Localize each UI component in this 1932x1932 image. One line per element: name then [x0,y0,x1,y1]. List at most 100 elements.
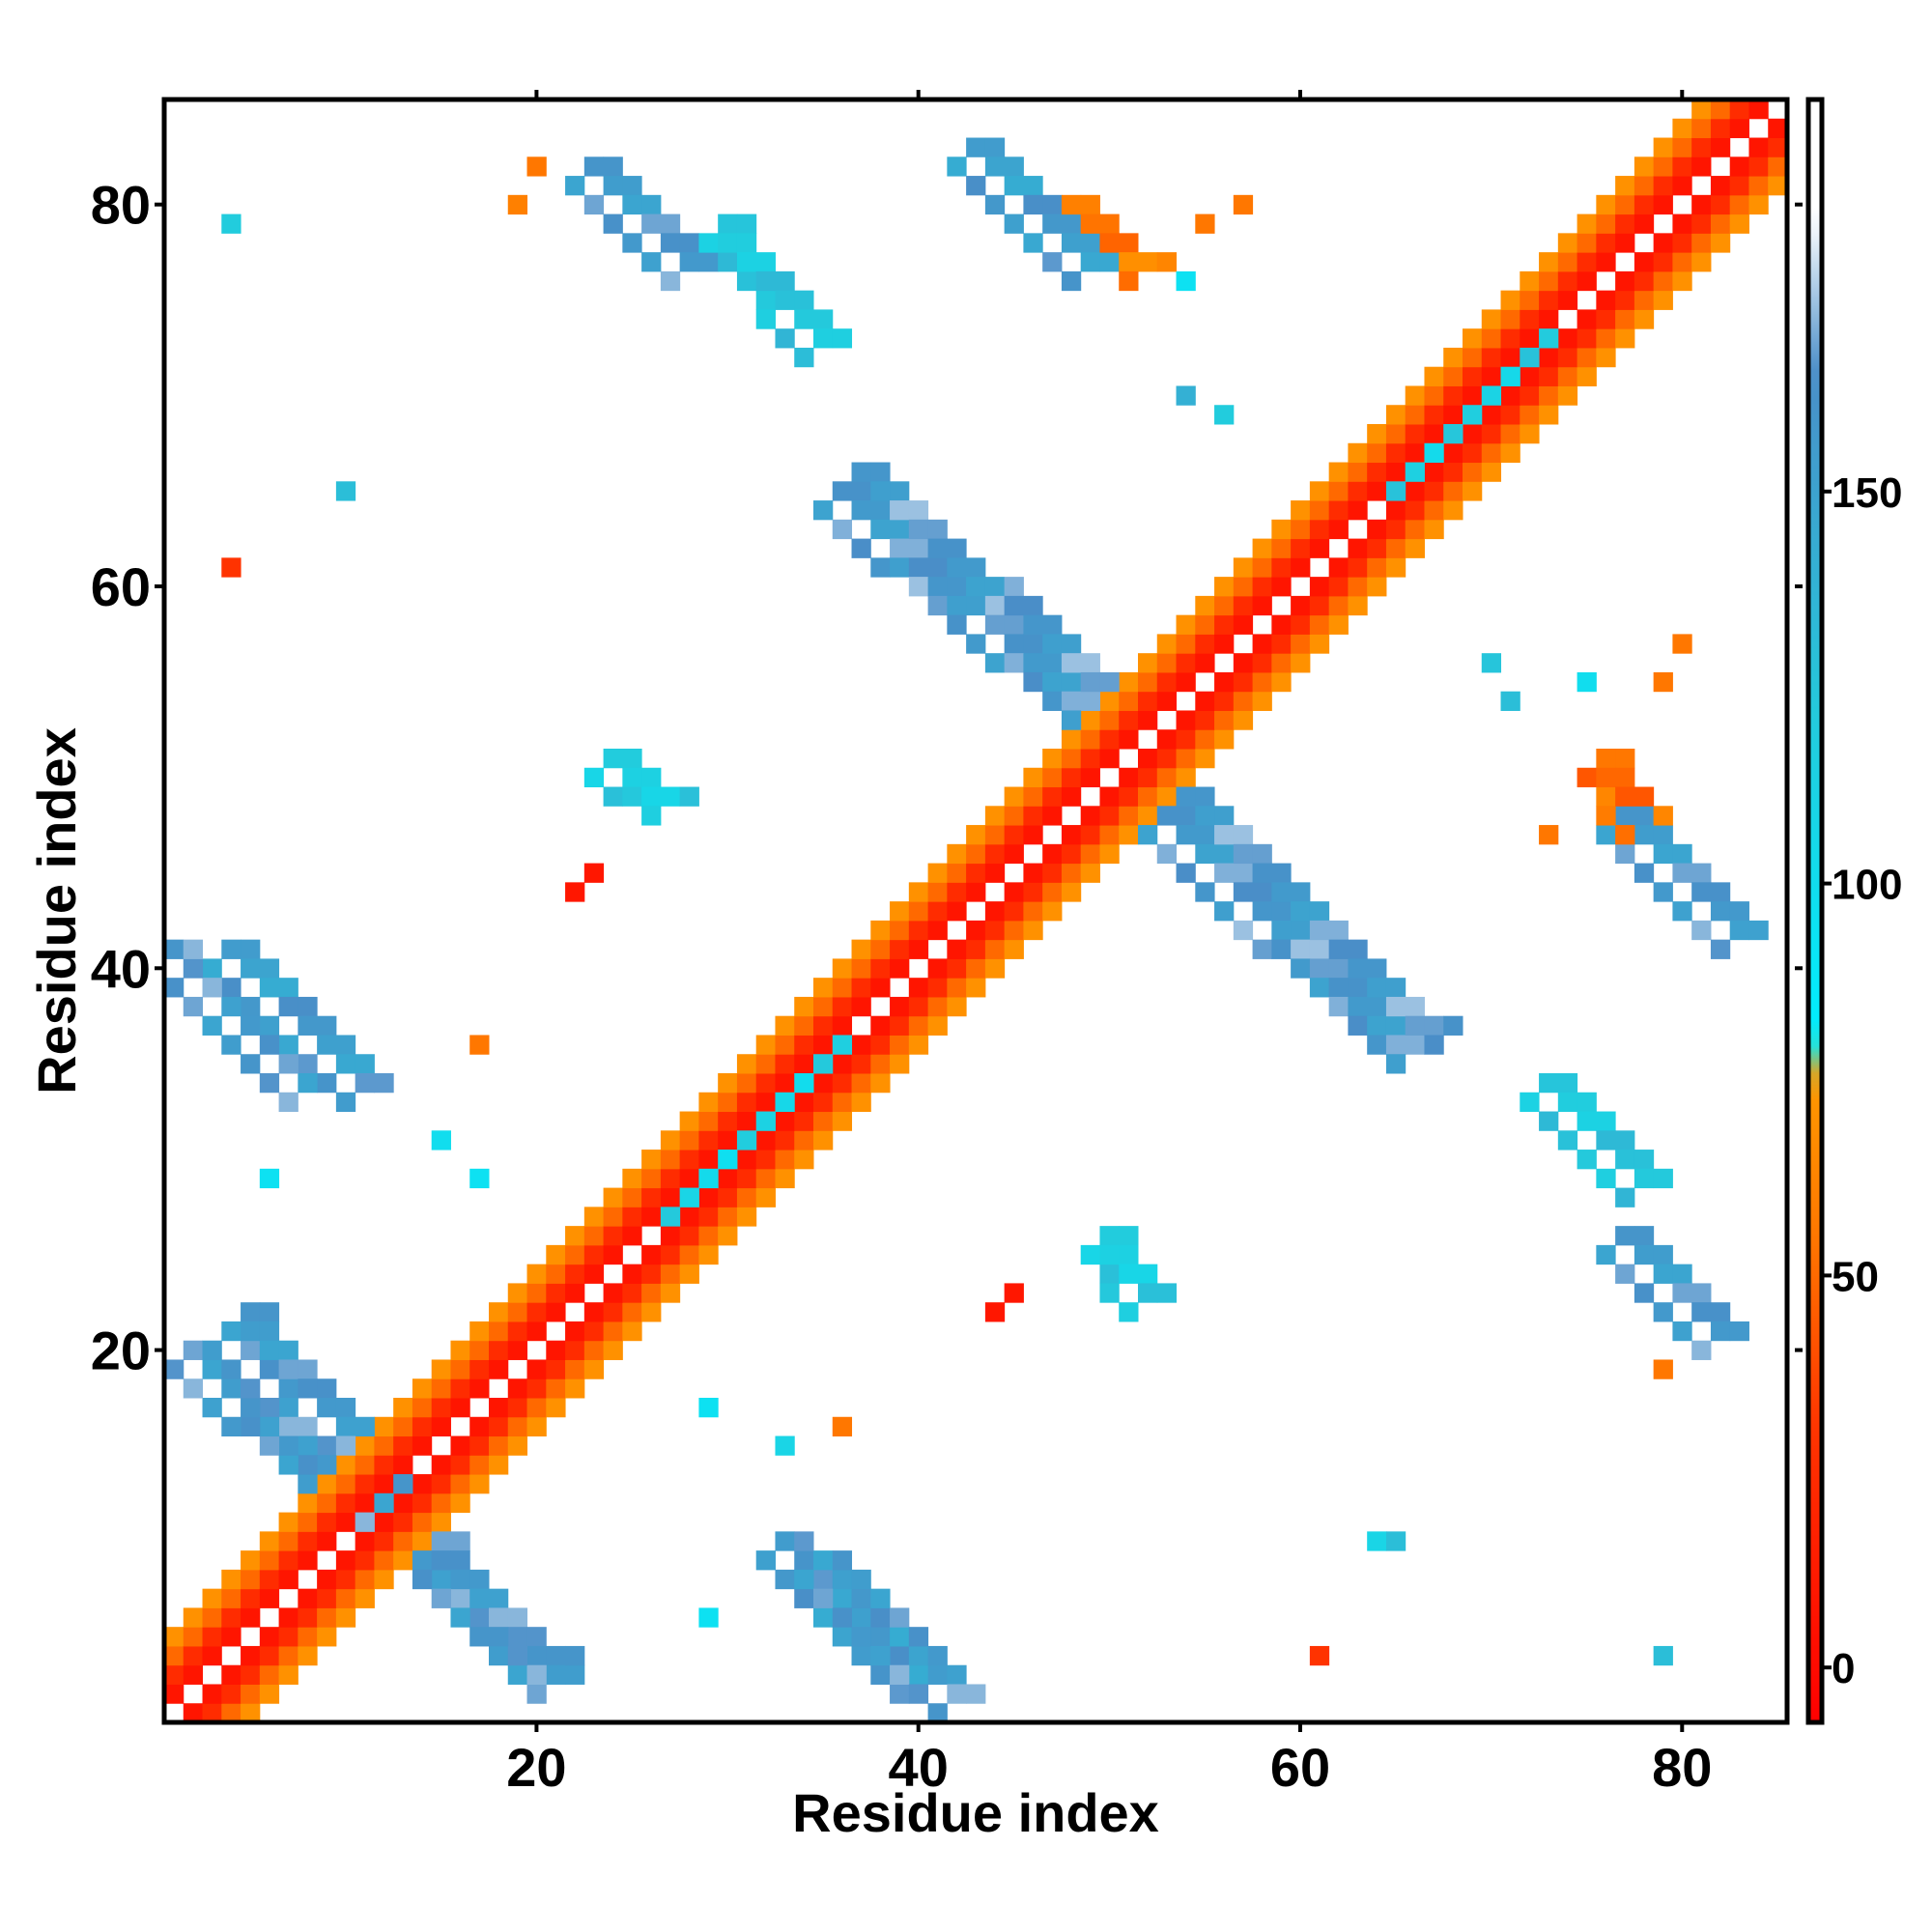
heatmap-cell [1328,978,1349,998]
heatmap-cell [813,1111,834,1131]
heatmap-cell [183,1664,204,1685]
heatmap-cell [1481,309,1502,329]
heatmap-cell [317,1474,337,1494]
heatmap-cell [450,1550,470,1571]
heatmap-cell [1385,1035,1406,1055]
heatmap-cell [984,901,1006,922]
heatmap-cell [1653,671,1673,693]
heatmap-cell [1176,806,1196,826]
heatmap-cell [794,1015,814,1036]
heatmap-cell [1385,978,1406,998]
heatmap-cell [259,1550,280,1571]
heatmap-cell [1710,194,1731,215]
heatmap-cell [984,614,1006,635]
heatmap-cell [1710,118,1731,139]
heatmap-cell [660,1226,681,1246]
heatmap-cell [1557,366,1578,386]
heatmap-cell [241,1302,261,1322]
heatmap-cell [1385,1531,1406,1551]
heatmap-cell [718,1207,738,1227]
heatmap-cell [259,1664,280,1685]
heatmap-cell [1634,863,1655,883]
heatmap-cell [1500,366,1520,386]
heatmap-cell [736,233,757,253]
heatmap-cell [1061,671,1082,693]
heatmap-cell [832,958,853,979]
heatmap-cell [679,1244,699,1265]
heatmap-cell [489,1340,509,1360]
heatmap-cell [241,1550,261,1571]
heatmap-cell [278,1531,298,1551]
heatmap-cell [1291,538,1311,558]
heatmap-cell [298,1474,318,1494]
heatmap-cell [1634,1244,1655,1265]
heatmap-cell [660,1207,681,1227]
heatmap-cell [221,996,242,1017]
heatmap-cell [1481,653,1502,673]
heatmap-cell [851,1073,871,1094]
heatmap-cell [832,1416,853,1437]
heatmap-cell [890,939,910,959]
heatmap-cell [984,806,1006,826]
heatmap-cell [1367,1035,1387,1055]
heatmap-cell [1463,405,1483,425]
heatmap-cell [1443,366,1463,386]
x-tick-label: 60 [1270,1737,1330,1798]
heatmap-cell [1252,691,1272,711]
heatmap-cell [526,1302,547,1322]
heatmap-cell [794,1054,814,1074]
heatmap-cell [298,1455,318,1475]
heatmap-cell [622,749,642,769]
heatmap-cell [1653,194,1673,215]
heatmap-cell [1385,424,1406,444]
heatmap-cell [1061,767,1082,788]
heatmap-cell [1080,729,1100,750]
heatmap-cell [259,1359,280,1379]
heatmap-cell [736,213,757,234]
heatmap-cell [870,978,891,998]
heatmap-cell [890,1684,910,1704]
heatmap-cell [241,996,261,1017]
heatmap-cell [1634,1150,1655,1170]
heatmap-cell [718,252,738,272]
x-axis: 20 40 60 80 [506,90,1712,1798]
heatmap-cell [1061,710,1082,730]
heatmap-cell [1596,213,1616,234]
heatmap-cell [1271,577,1292,597]
heatmap-cell [278,1340,298,1360]
heatmap-cell [431,1130,451,1151]
heatmap-cell [1615,767,1635,788]
heatmap-cell [526,1378,547,1399]
heatmap-cell [660,1264,681,1284]
heatmap-cell [565,1378,585,1399]
heatmap-cell [775,1092,795,1113]
heatmap-cell [813,1054,834,1074]
heatmap-cell [755,1130,776,1151]
heatmap-cell [450,1492,470,1514]
heatmap-cell [1634,1283,1655,1303]
heatmap-cell [565,1340,585,1360]
x-axis-title: Residue index [792,1782,1159,1843]
heatmap-cell [603,1226,623,1246]
heatmap-cell [1061,233,1082,253]
heatmap-cell [966,595,986,616]
heatmap-cell [1424,442,1444,464]
heatmap-cell [393,1435,413,1456]
heatmap-cell [1099,843,1120,865]
heatmap-cell [202,1359,222,1379]
heatmap-cell [1195,653,1215,673]
heatmap-cell [736,1092,757,1113]
heatmap-cell [1061,843,1082,865]
heatmap-cell [966,939,986,959]
heatmap-cell [698,1244,719,1265]
heatmap-cell [679,1207,699,1227]
heatmap-cell [431,1588,451,1608]
heatmap-cell [1309,978,1330,998]
heatmap-cell [183,1607,204,1628]
heatmap-cell [355,1492,375,1514]
heatmap-cell [641,767,662,788]
heatmap-cell [947,863,967,883]
heatmap-cell [1615,270,1635,292]
heatmap-cell [583,767,605,788]
heatmap-cell [164,1359,185,1379]
